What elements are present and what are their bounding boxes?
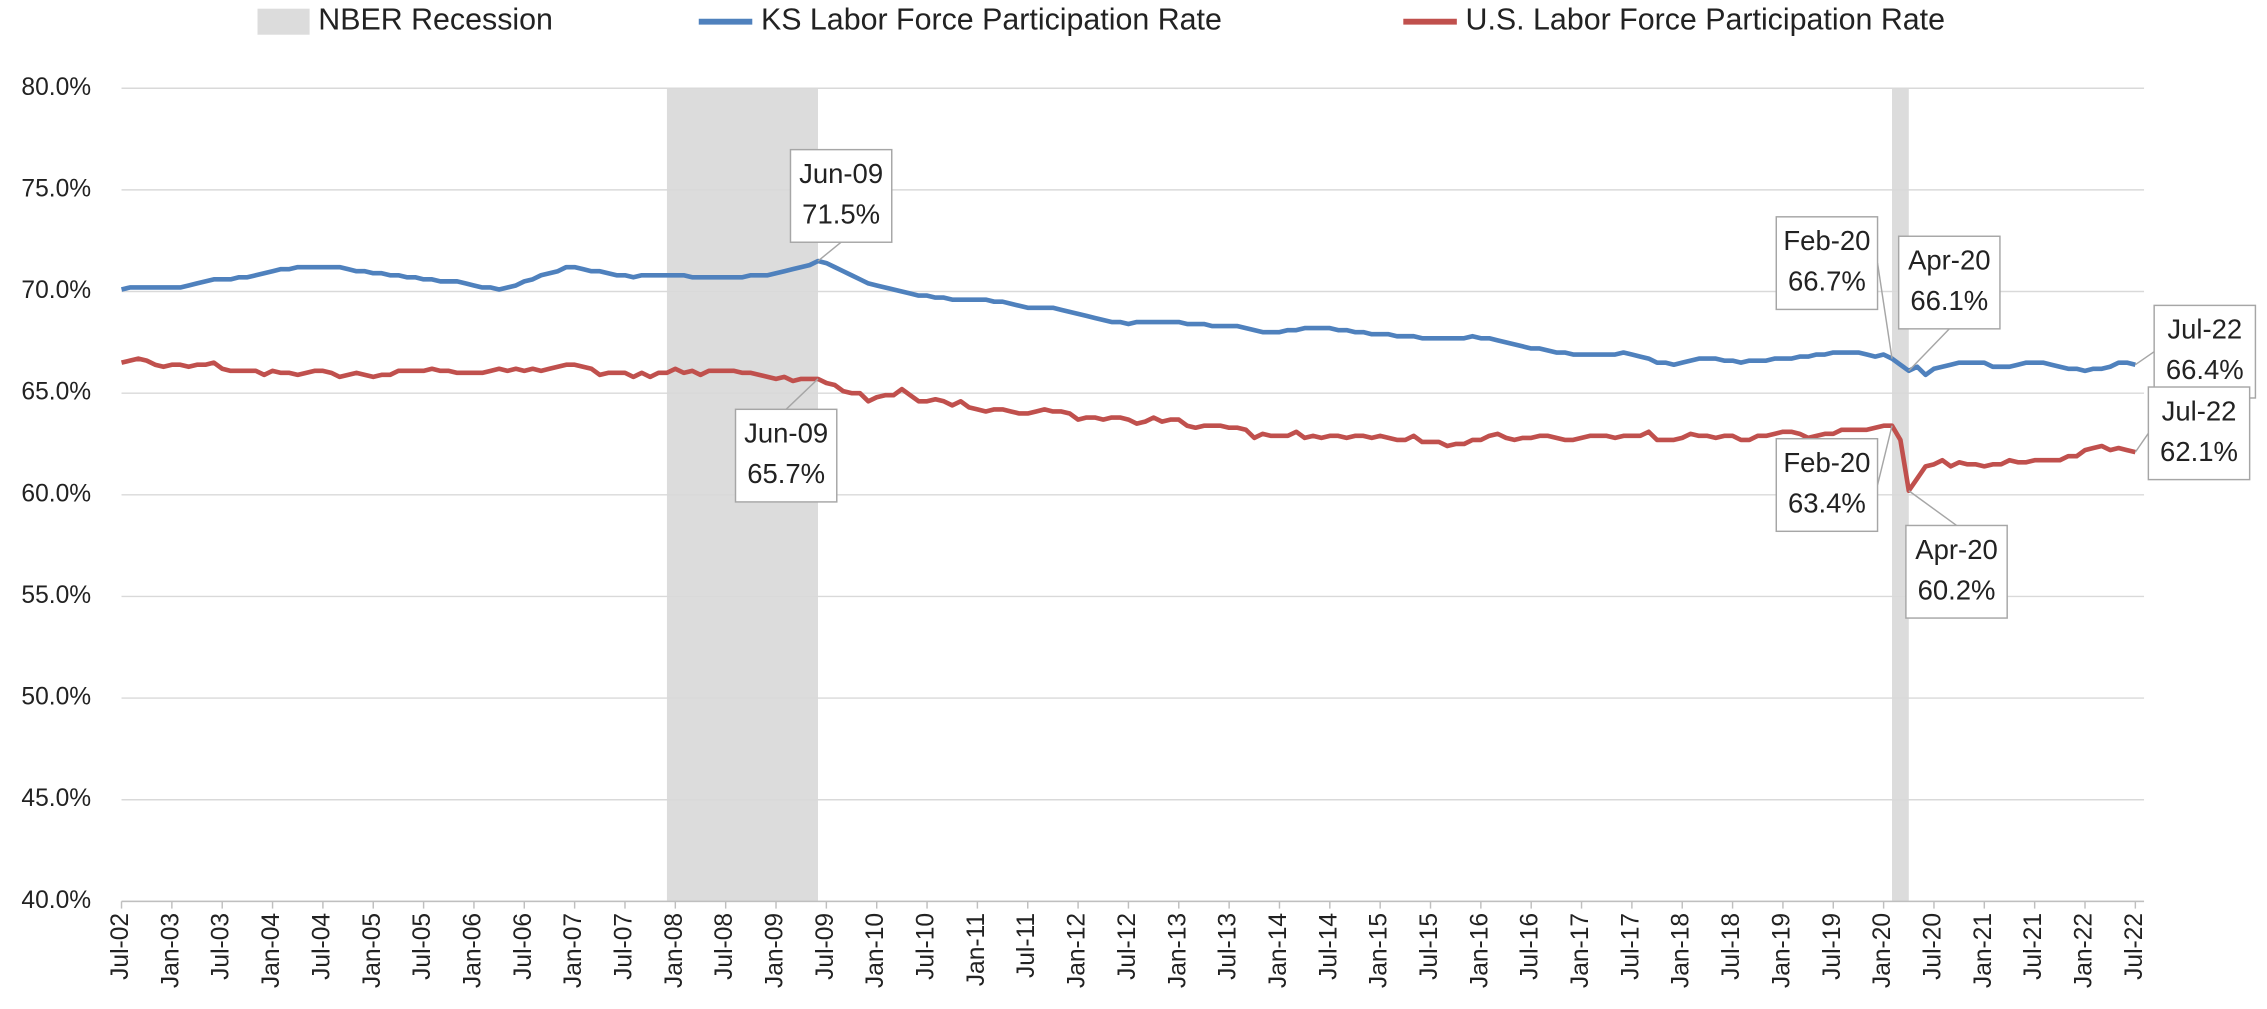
x-tick-label: Jan-10 (862, 913, 889, 988)
legend-label: KS Labor Force Participation Rate (761, 3, 1222, 37)
x-tick-label: Jul-16 (1517, 913, 1544, 980)
annotation: Jul-22 66.4% (2134, 304, 2257, 399)
x-tick-label: Jan-12 (1064, 913, 1091, 988)
x-tick-label: Jul-08 (711, 913, 738, 980)
x-tick-label: Jul-17 (1617, 913, 1644, 980)
annotation-date: Jun-09 (744, 418, 828, 449)
x-tick-label: Jan-08 (661, 913, 688, 988)
x-tick-label: Jul-05 (409, 913, 436, 980)
legend-swatch (257, 8, 310, 35)
x-tick-label: Jul-15 (1416, 913, 1443, 980)
annotation-date: Jun-09 (799, 158, 883, 189)
x-tick-label: Jul-11 (1013, 913, 1040, 978)
x-tick-label: Jan-04 (258, 913, 285, 988)
y-tick-label: 55.0% (21, 582, 91, 609)
x-tick-label: Jan-03 (157, 913, 184, 988)
x-tick-label: Jan-19 (1768, 913, 1795, 988)
annotation-leader (1908, 328, 1950, 372)
series-line (120, 356, 2136, 494)
annotation-date: Apr-20 (1908, 245, 1990, 276)
x-tick-label: Jul-20 (1919, 913, 1946, 980)
y-tick-label: 45.0% (21, 785, 91, 812)
y-tick-label: 60.0% (21, 480, 91, 507)
annotation-value: 65.7% (747, 458, 825, 489)
annotation-value: 66.4% (2166, 354, 2244, 385)
x-tick-label: Jan-22 (2071, 913, 2098, 988)
legend-label: U.S. Labor Force Participation Rate (1466, 3, 1945, 37)
annotation-value: 63.4% (1788, 488, 1866, 519)
x-tick-label: Jul-18 (1718, 913, 1745, 980)
x-tick-label: Jul-07 (610, 913, 637, 980)
annotation-box (734, 408, 838, 503)
x-tick-label: Jul-13 (1215, 913, 1242, 980)
annotation-value: 66.1% (1910, 285, 1988, 316)
annotation-value: 60.2% (1918, 574, 1996, 605)
annotation-box (1775, 216, 1879, 311)
legend-label: NBER Recession (318, 3, 553, 37)
x-tick-label: Jan-09 (762, 913, 789, 988)
x-tick-label: Jan-17 (1567, 913, 1594, 988)
x-tick-label: Jan-14 (1265, 913, 1292, 988)
annotation-leader (2134, 432, 2149, 453)
annotation: Apr-20 60.2% (1905, 490, 2008, 619)
x-tick-label: Jan-18 (1668, 913, 1695, 988)
x-tick-label: Jan-11 (963, 913, 990, 986)
annotation-leader (785, 378, 819, 410)
y-tick-label: 40.0% (21, 887, 91, 914)
x-tick-label: Jan-15 (1366, 913, 1393, 988)
x-tick-label: Jul-14 (1315, 913, 1342, 980)
annotation: Apr-20 66.1% (1897, 235, 2001, 372)
y-tick-label: 50.0% (21, 684, 91, 711)
annotation-box (1897, 235, 2001, 330)
annotation-box (1905, 524, 2008, 619)
x-tick-label: Jan-05 (359, 913, 386, 988)
x-tick-label: Jan-16 (1466, 913, 1493, 988)
annotation-leader (1876, 263, 1893, 359)
x-tick-label: Jul-22 (2121, 913, 2148, 980)
y-tick-label: 70.0% (21, 277, 91, 304)
y-tick-label: 65.0% (21, 379, 91, 406)
x-tick-label: Jul-04 (308, 913, 335, 980)
x-tick-label: Jan-21 (1970, 913, 1997, 988)
x-tick-label: Jan-07 (560, 913, 587, 988)
annotation-leader (817, 241, 842, 262)
annotation-box (2147, 386, 2251, 481)
annotation-box (1775, 437, 1879, 533)
annotation: Jun-09 71.5% (789, 148, 893, 262)
annotation: Feb-20 66.7% (1775, 216, 1893, 359)
y-tick-label: 75.0% (21, 175, 91, 202)
y-tick-label: 80.0% (21, 74, 91, 101)
annotation-date: Feb-20 (1783, 447, 1870, 478)
x-tick-label: Jul-03 (208, 913, 235, 980)
annotation: Jul-22 62.1% (2134, 386, 2251, 481)
annotation-box (2153, 304, 2257, 399)
series-line (120, 258, 2136, 378)
x-tick-label: Jan-06 (459, 913, 486, 988)
annotation-value: 66.7% (1788, 266, 1866, 297)
x-tick-label: Jan-20 (1869, 913, 1896, 988)
annotation-date: Feb-20 (1783, 225, 1870, 256)
annotation-date: Apr-20 (1915, 534, 1997, 565)
annotation-box (789, 148, 893, 243)
annotation-leader (2134, 351, 2155, 366)
x-tick-label: Jan-13 (1164, 913, 1191, 988)
x-tick-label: Jul-12 (1114, 913, 1141, 980)
annotation-date: Jul-22 (2162, 395, 2237, 426)
x-tick-label: Jul-06 (510, 913, 537, 980)
x-tick-label: Jul-02 (107, 913, 134, 980)
annotation-value: 71.5% (802, 198, 880, 229)
annotation-date: Jul-22 (2167, 314, 2242, 345)
x-tick-label: Jul-19 (1819, 913, 1846, 980)
annotation-leader (1876, 425, 1893, 486)
annotation-value: 62.1% (2160, 436, 2238, 467)
x-tick-label: Jul-10 (913, 913, 940, 980)
annotation: Feb-20 63.4% (1775, 425, 1893, 533)
x-tick-label: Jul-21 (2020, 913, 2047, 980)
annotation-leader (1908, 490, 1957, 527)
x-tick-label: Jul-09 (812, 913, 839, 980)
annotation: Jun-09 65.7% (734, 378, 838, 503)
